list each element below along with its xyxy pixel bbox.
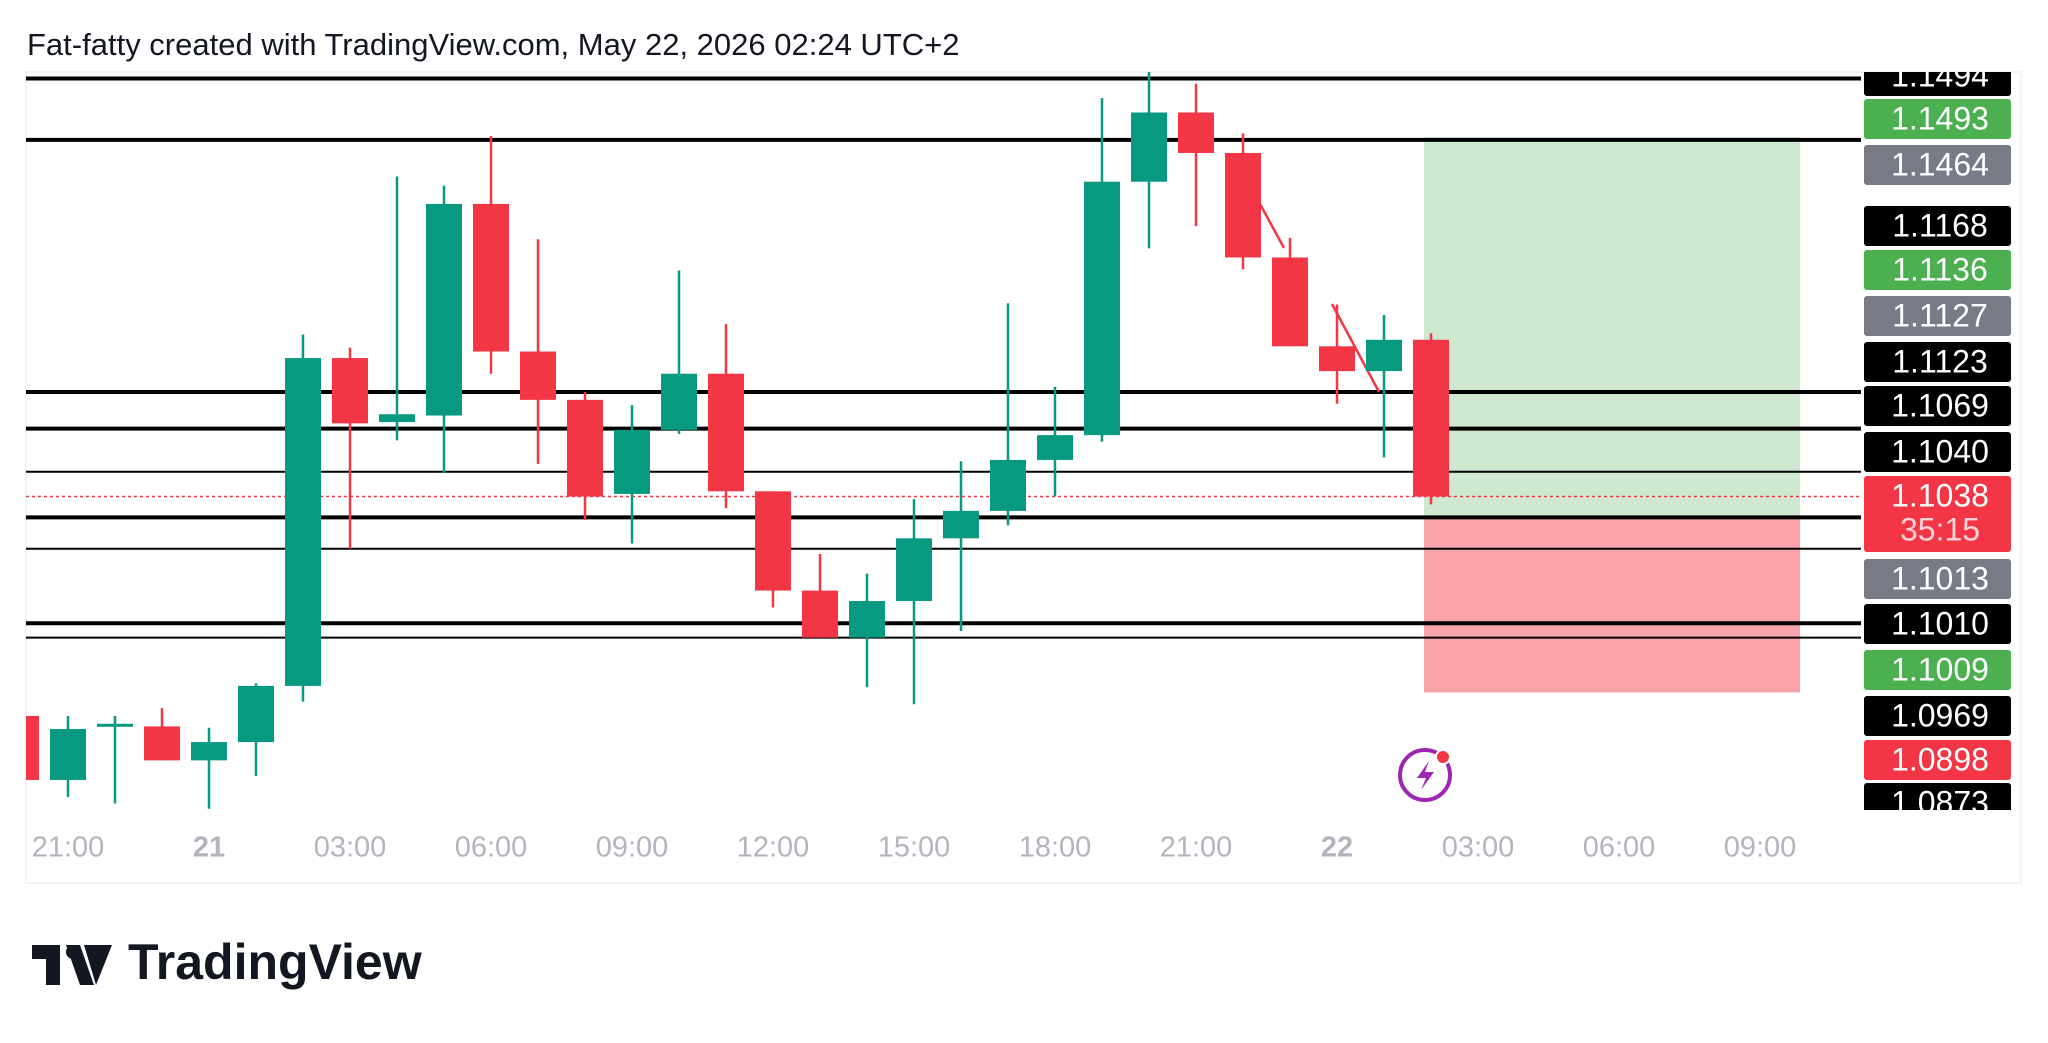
price-label-box <box>1864 145 2011 185</box>
price-label: 1.1464 <box>1891 146 1989 182</box>
price-label: 1.1127 <box>1892 297 1988 333</box>
x-tick-label: 22 <box>1321 832 1353 864</box>
candle-body <box>990 459 1026 511</box>
price-label-box <box>1864 250 2011 290</box>
x-tick-label: 03:00 <box>314 832 387 864</box>
price-label-box <box>1864 342 2011 382</box>
loss-zone <box>1424 516 1800 693</box>
flash-icon <box>1398 748 1452 802</box>
candle-body <box>285 358 321 686</box>
candle-body <box>379 414 415 423</box>
plot <box>26 72 1861 809</box>
candle-body <box>755 491 791 591</box>
candle-body <box>849 601 885 638</box>
price-label: 1.0898 <box>1891 741 1989 777</box>
x-tick-label: 03:00 <box>1442 832 1515 864</box>
price-label-box <box>1864 206 2011 246</box>
candle-body <box>50 729 86 780</box>
price-label: 1.1136 <box>1892 251 1988 287</box>
candle-body <box>1178 112 1214 153</box>
candle-body <box>473 203 509 352</box>
candle-body <box>332 358 368 424</box>
x-tick-label: 06:00 <box>1583 832 1656 864</box>
price-label: 1.1038 <box>1891 477 1989 513</box>
candle-body <box>1413 339 1449 497</box>
x-tick-label: 12:00 <box>737 832 810 864</box>
candle-body <box>97 723 133 727</box>
price-label: 1.1123 <box>1892 343 1988 379</box>
price-label-box <box>1864 72 2011 96</box>
price-label: 1.1040 <box>1891 433 1989 469</box>
price-label: 1.1010 <box>1891 605 1989 641</box>
price-axis: 1.1494 1.1493 1.1464 1.1168 1.1136 1.1127 1.11… <box>1864 57 2011 820</box>
price-label-box <box>1864 99 2011 139</box>
candle-body <box>1319 346 1355 372</box>
price-label: 1.1494 <box>1891 57 1989 93</box>
candle-body <box>1037 435 1073 460</box>
candle-body <box>144 726 180 761</box>
candle-body <box>1084 181 1120 436</box>
candle-body <box>238 685 274 743</box>
x-tick-label: 21 <box>193 832 225 864</box>
candle-body <box>426 203 462 416</box>
candle-body <box>1131 112 1167 182</box>
price-label-box <box>1864 296 2011 336</box>
candle-body <box>614 429 650 494</box>
candle-body <box>567 399 603 497</box>
candle-body <box>1366 339 1402 372</box>
candle-body <box>943 510 979 539</box>
x-tick-label: 21:00 <box>1160 832 1233 864</box>
candle-body <box>802 590 838 638</box>
candle-body <box>520 351 556 400</box>
price-label-box <box>1864 740 2011 780</box>
x-tick-label: 18:00 <box>1019 832 1092 864</box>
candle-body <box>26 715 39 780</box>
candle-body <box>1272 257 1308 347</box>
price-label: 1.0969 <box>1891 697 1989 733</box>
price-label-box <box>1864 783 2011 810</box>
price-label-box <box>1864 559 2011 599</box>
x-tick-label: 09:00 <box>1724 832 1797 864</box>
price-label-box <box>1864 476 2011 552</box>
frame <box>25 71 2022 884</box>
x-tick-label: 21:00 <box>32 832 105 864</box>
profit-zone <box>1424 137 1800 517</box>
tradingview-logo <box>32 945 112 985</box>
price-label: 1.1009 <box>1891 651 1989 687</box>
trend-drawing <box>1330 303 1381 393</box>
x-tick-label: 15:00 <box>878 832 951 864</box>
candle-body <box>661 373 697 430</box>
x-tick-label: 06:00 <box>455 832 528 864</box>
price-label: 1.1493 <box>1891 100 1989 136</box>
candle-body <box>708 373 744 492</box>
price-label: 1.1168 <box>1892 207 1988 243</box>
price-label-box <box>1864 696 2011 736</box>
candle-body <box>1225 152 1261 258</box>
brand: TradingView <box>128 934 422 990</box>
price-label-box <box>1864 604 2011 644</box>
price-label: 1.0873 <box>1891 784 1989 820</box>
price-label-box <box>1864 386 2011 426</box>
price-label-box <box>1864 432 2011 472</box>
candle-body <box>896 538 932 602</box>
header: Fat-fatty created with TradingView.com, … <box>27 27 959 62</box>
price-label: 1.1013 <box>1891 560 1989 596</box>
price-label: 1.1069 <box>1891 387 1989 423</box>
price-label-box <box>1864 650 2011 690</box>
candle-body <box>191 742 227 761</box>
x-tick-label: 09:00 <box>596 832 669 864</box>
time-axis: 21:00 21 03:00 06:00 09:00 12:00 15:00 18:00 21:… <box>32 832 1797 864</box>
countdown: 35:15 <box>1900 511 1980 547</box>
